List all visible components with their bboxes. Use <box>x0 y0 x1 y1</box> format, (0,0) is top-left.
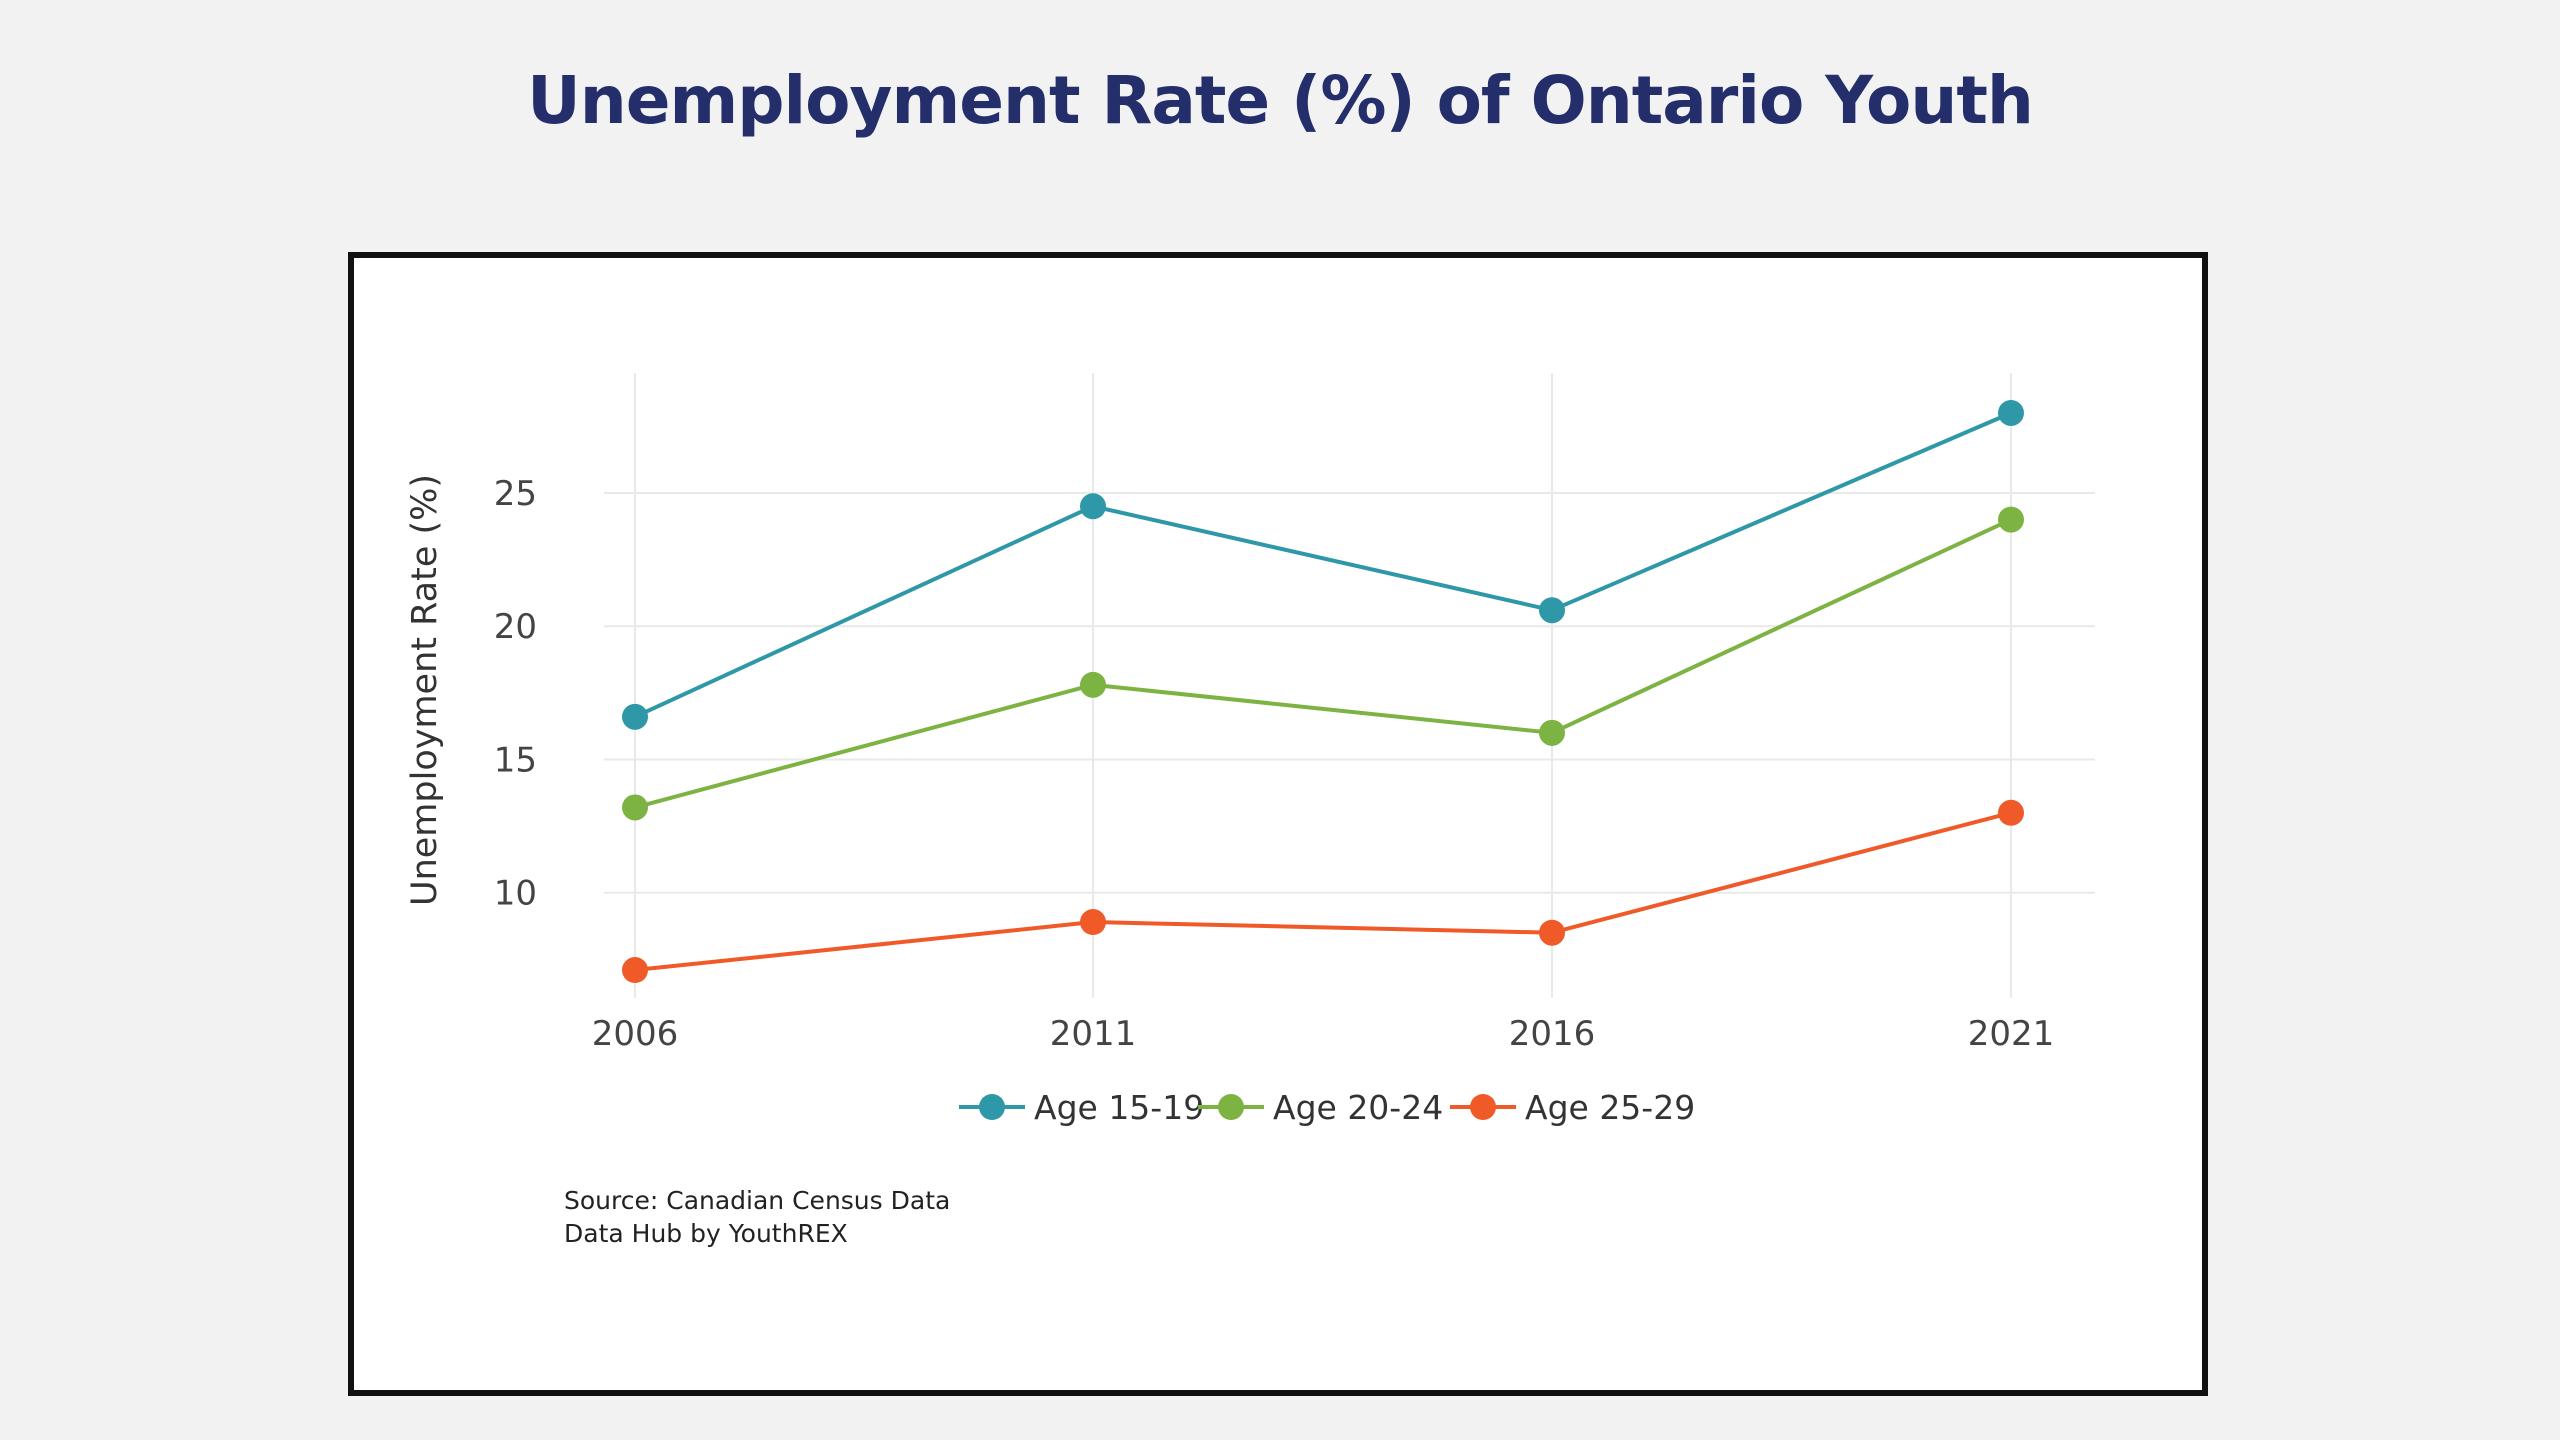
data-point <box>1539 719 1565 746</box>
x-tick-label: 2011 <box>1050 1014 1137 1054</box>
chart-frame: 10 15 20 25 2006 2011 2016 2021 Unemployment Rat… <box>348 252 2208 1396</box>
data-point <box>1080 493 1106 520</box>
legend-label: Age 25-29 <box>1525 1088 1695 1127</box>
data-point <box>1080 909 1106 936</box>
x-tick-label: 2021 <box>1968 1014 2055 1054</box>
legend-label: Age 20-24 <box>1273 1088 1443 1127</box>
series-line <box>634 411 2012 719</box>
data-point <box>1998 399 2024 426</box>
line-chart: 10 15 20 25 2006 2011 2016 2021 Unemployment Rat… <box>405 373 2095 1127</box>
legend-swatch-marker <box>1218 1094 1244 1120</box>
y-tick-label: 15 <box>494 740 537 780</box>
data-point <box>622 794 648 821</box>
y-tick-label: 20 <box>494 607 537 647</box>
legend-swatch-marker <box>979 1094 1005 1120</box>
data-point <box>1080 671 1106 698</box>
data-point <box>1539 919 1565 946</box>
y-tick-label: 10 <box>494 874 537 914</box>
credit-line: Data Hub by YouthREX <box>564 1219 848 1248</box>
source-note: Source: Canadian Census Data Data Hub by… <box>564 1184 950 1250</box>
y-axis-label: Unemployment Rate (%) <box>405 474 445 906</box>
data-point <box>622 957 648 984</box>
page-title: Unemployment Rate (%) of Ontario Youth <box>527 62 2034 139</box>
legend-label: Age 15-19 <box>1034 1088 1204 1127</box>
data-point <box>1998 799 2024 826</box>
data-point <box>1998 506 2024 533</box>
y-tick-label: 25 <box>494 474 537 514</box>
series-line <box>634 517 2012 810</box>
x-tick-label: 2016 <box>1509 1014 1596 1054</box>
legend-swatch-marker <box>1470 1094 1496 1120</box>
x-tick-label: 2006 <box>592 1014 679 1054</box>
series-line <box>634 810 2012 973</box>
data-point <box>622 703 648 730</box>
source-line: Source: Canadian Census Data <box>564 1186 951 1215</box>
data-point <box>1539 597 1565 624</box>
